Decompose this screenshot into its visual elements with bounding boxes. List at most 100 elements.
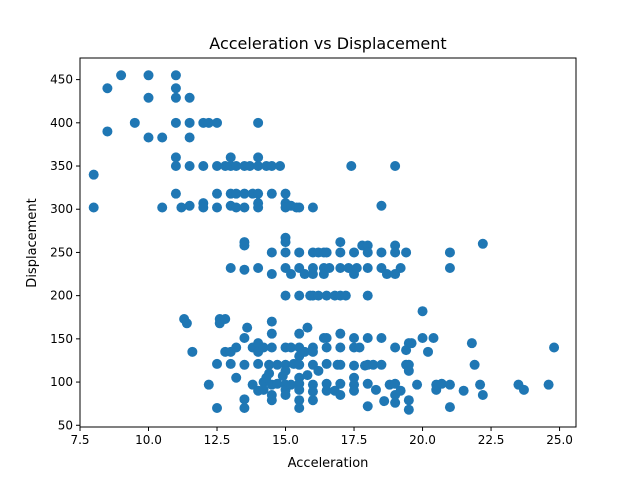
data-point [417,332,428,343]
data-point [412,379,423,390]
data-point [466,338,477,349]
data-point [203,379,214,390]
data-point [381,269,392,280]
data-point [184,117,195,128]
y-tick-label: 200 [50,289,73,303]
data-point [349,360,360,371]
data-point [258,384,269,395]
data-point [231,161,242,172]
x-tick-label: 7.5 [70,433,89,447]
data-point [549,342,560,353]
data-point [307,202,318,213]
data-point [321,290,332,301]
data-point [362,401,373,412]
data-point [362,240,373,251]
data-point [390,240,401,251]
data-point [157,202,168,213]
data-point [423,346,434,357]
data-point [349,372,360,383]
data-point [307,269,318,280]
data-point [170,152,181,163]
data-point [272,378,283,389]
data-point [231,188,242,199]
data-point [390,161,401,172]
data-point [335,328,346,339]
data-point [362,290,373,301]
x-tick-label: 15.0 [272,433,299,447]
y-tick-label: 50 [58,418,73,432]
data-point [239,359,250,370]
data-point [321,358,332,369]
data-point [143,92,154,103]
data-point [294,247,305,258]
data-point [299,269,310,280]
data-point [302,370,313,381]
data-point [280,188,291,199]
data-point [362,247,373,258]
data-point [370,384,381,395]
data-point [349,332,360,343]
data-point [170,92,181,103]
points-layer [88,70,560,415]
data-point [198,202,209,213]
data-point [253,202,264,213]
data-point [390,342,401,353]
data-point [157,132,168,143]
data-point [294,395,305,406]
data-point [351,262,362,273]
data-point [294,290,305,301]
data-point [294,359,305,370]
data-point [203,117,214,128]
data-point [395,262,406,273]
data-point [253,262,264,273]
data-point [335,378,346,389]
x-axis: 7.5 10.0 12.5 15.0 17.5 20.0 22.5 25.0 [70,427,573,447]
data-point [239,264,250,275]
data-point [181,318,192,329]
data-point [184,161,195,172]
y-axis: 50 100 150 200 250 300 350 400 450 [50,73,80,432]
data-point [395,385,406,396]
data-point [475,379,486,390]
data-point [286,269,297,280]
data-point [428,332,439,343]
data-point [143,70,154,81]
data-point [417,306,428,317]
data-point [390,378,401,389]
x-tick-label: 12.5 [204,433,231,447]
data-point [376,200,387,211]
data-point [231,372,242,383]
data-point [266,269,277,280]
data-point [220,313,231,324]
data-point [286,342,297,353]
data-point [212,202,223,213]
data-point [266,161,277,172]
x-tick-label: 20.0 [409,433,436,447]
data-point [362,378,373,389]
data-point [376,359,387,370]
y-tick-label: 100 [50,375,73,389]
data-point [266,342,277,353]
data-point [225,358,236,369]
data-point [102,83,113,94]
data-point [212,358,223,369]
data-point [266,247,277,258]
data-point [444,379,455,390]
data-point [477,238,488,249]
data-point [280,237,291,248]
data-point [321,247,332,258]
data-point [261,372,272,383]
x-tick-label: 17.5 [341,433,368,447]
data-point [88,169,99,180]
data-point [307,386,318,397]
data-point [436,378,447,389]
data-point [266,316,277,327]
data-point [444,247,455,258]
data-point [187,346,198,357]
data-point [231,342,242,353]
data-point [403,404,414,415]
data-point [307,395,318,406]
chart-title: Acceleration vs Displacement [209,34,446,53]
data-point [264,359,275,370]
